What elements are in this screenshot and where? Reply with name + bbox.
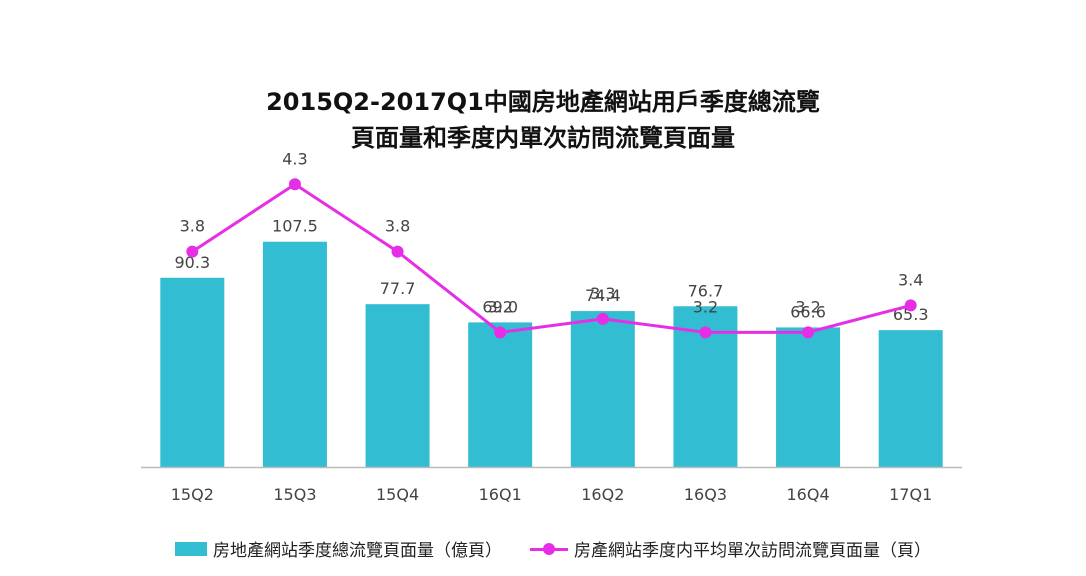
chart-title-line-1: 2015Q2-2017Q1中國房地產網站用戶季度總流覽 xyxy=(266,88,820,116)
bar-15Q2 xyxy=(160,277,225,467)
bar-label-16Q4: 66.6 xyxy=(790,302,826,321)
chart-title: 2015Q2-2017Q1中國房地產網站用戶季度總流覽 頁面量和季度内單次訪問流… xyxy=(0,84,1086,156)
line-label-15Q4: 3.8 xyxy=(385,217,410,236)
bar-label-16Q2: 74.4 xyxy=(585,286,621,305)
line-point-15Q2 xyxy=(186,245,199,258)
series-line xyxy=(191,182,912,334)
line-label-16Q2: 3.3 xyxy=(590,284,615,303)
bar-label-16Q1: 69.0 xyxy=(482,297,518,316)
bar-15Q4 xyxy=(365,304,430,467)
legend-label-bar: 房地產網站季度總流覽頁面量（億頁） xyxy=(213,541,502,561)
line-label-15Q3: 4.3 xyxy=(282,149,307,168)
chart-title-line-2: 頁面量和季度内單次訪問流覽頁面量 xyxy=(351,124,735,152)
line-label-16Q4: 3.2 xyxy=(795,297,820,316)
line-point-16Q3 xyxy=(699,326,712,339)
bar-label-17Q1: 65.3 xyxy=(893,305,929,324)
bar-17Q1 xyxy=(878,330,943,467)
line-point-16Q2 xyxy=(596,312,609,325)
line-label-16Q1: 3.2 xyxy=(487,297,512,316)
x-tick-15Q4: 15Q4 xyxy=(376,485,419,504)
legend-label-line: 房產網站季度内平均單次訪問流覽頁面量（頁） xyxy=(574,541,931,561)
x-tick-16Q3: 16Q3 xyxy=(684,485,727,504)
line-label-15Q2: 3.8 xyxy=(180,217,205,236)
bar-label-15Q4: 77.7 xyxy=(380,279,416,298)
bar-label-16Q3: 76.7 xyxy=(688,281,724,300)
line-point-15Q3 xyxy=(288,178,301,191)
bar-16Q4 xyxy=(776,327,841,467)
bar-label-15Q2: 90.3 xyxy=(175,253,211,272)
bar-16Q1 xyxy=(468,322,533,467)
bar-16Q2 xyxy=(570,311,635,467)
x-tick-16Q4: 16Q4 xyxy=(786,485,829,504)
legend-swatch-bar xyxy=(175,541,207,556)
legend-item-bar: 房地產網站季度總流覽頁面量（億頁） xyxy=(175,536,502,561)
line-point-16Q1 xyxy=(494,326,507,339)
line-point-15Q4 xyxy=(391,245,404,258)
x-tick-15Q2: 15Q2 xyxy=(171,485,214,504)
x-tick-16Q2: 16Q2 xyxy=(581,485,624,504)
bar-15Q3 xyxy=(262,241,327,467)
legend-swatch-line xyxy=(530,542,568,556)
x-tick-16Q1: 16Q1 xyxy=(479,485,522,504)
line-label-16Q3: 3.2 xyxy=(693,297,718,316)
line-point-17Q1 xyxy=(904,299,917,312)
chart-legend: 房地產網站季度總流覽頁面量（億頁） 房產網站季度内平均單次訪問流覽頁面量（頁） xyxy=(0,536,1086,566)
legend-item-line: 房產網站季度内平均單次訪問流覽頁面量（頁） xyxy=(530,536,931,561)
x-tick-17Q1: 17Q1 xyxy=(889,485,932,504)
line-label-17Q1: 3.4 xyxy=(898,270,923,289)
bar-label-15Q3: 107.5 xyxy=(272,217,318,236)
line-point-16Q4 xyxy=(802,326,815,339)
x-tick-15Q3: 15Q3 xyxy=(273,485,316,504)
